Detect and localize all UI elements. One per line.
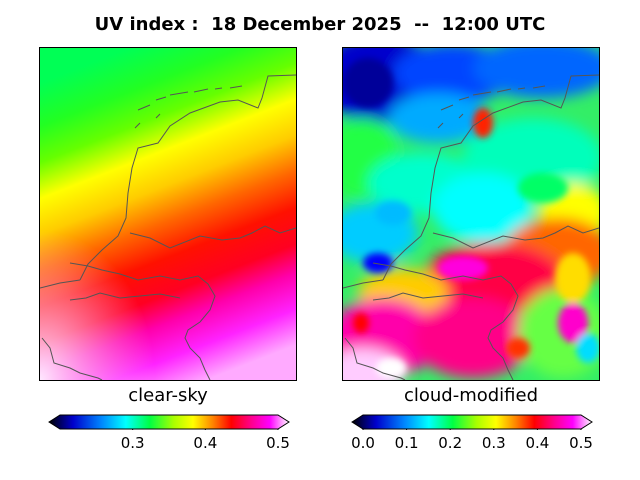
right-colorbar-tick-label: 0.5 bbox=[569, 434, 593, 452]
right-colorbar-tick-label: 0.4 bbox=[525, 434, 550, 452]
title-time: 12:00 UTC bbox=[441, 14, 546, 35]
clear-sky-colorbar-bar bbox=[48, 414, 290, 430]
left-colorbar-tick-label: 0.5 bbox=[266, 434, 290, 452]
title-prefix: UV index : bbox=[94, 14, 199, 35]
clear-sky-map bbox=[39, 47, 297, 381]
cloud-field-detail bbox=[343, 58, 599, 378]
clear-sky-field-corner bbox=[40, 48, 296, 380]
right-colorbar-tick-label: 0.3 bbox=[481, 434, 506, 452]
coastlines-right bbox=[343, 74, 599, 380]
clear-sky-map-canvas bbox=[40, 48, 296, 380]
right-colorbar-tick-label: 0.2 bbox=[438, 434, 463, 452]
left-colorbar-tick-label: 0.4 bbox=[193, 434, 218, 452]
map-title: UV index : 18 December 2025 -- 12:00 UTC bbox=[0, 14, 640, 35]
right-colorbar-tick-label: 0.1 bbox=[394, 434, 419, 452]
right-colorbar-tick-label: 0.0 bbox=[351, 434, 375, 452]
clear-sky-colorbar-ticks bbox=[132, 429, 279, 430]
cloud-modified-colorbar-bar bbox=[351, 414, 593, 430]
clear-sky-colorbar bbox=[48, 414, 290, 430]
cloud-modified-map bbox=[342, 47, 600, 381]
cloud-modified-colorbar bbox=[351, 414, 593, 430]
left-colorbar-tick-label: 0.3 bbox=[120, 434, 145, 452]
title-date: 18 December 2025 bbox=[211, 14, 402, 35]
cloud-modified-map-canvas bbox=[343, 48, 599, 380]
cloud-modified-label: cloud-modified bbox=[403, 385, 539, 406]
cloud-modified-colorbar-ticks bbox=[362, 429, 582, 430]
title-separator: -- bbox=[414, 14, 430, 35]
coastlines-left bbox=[40, 74, 296, 380]
clear-sky-label: clear-sky bbox=[128, 385, 208, 406]
